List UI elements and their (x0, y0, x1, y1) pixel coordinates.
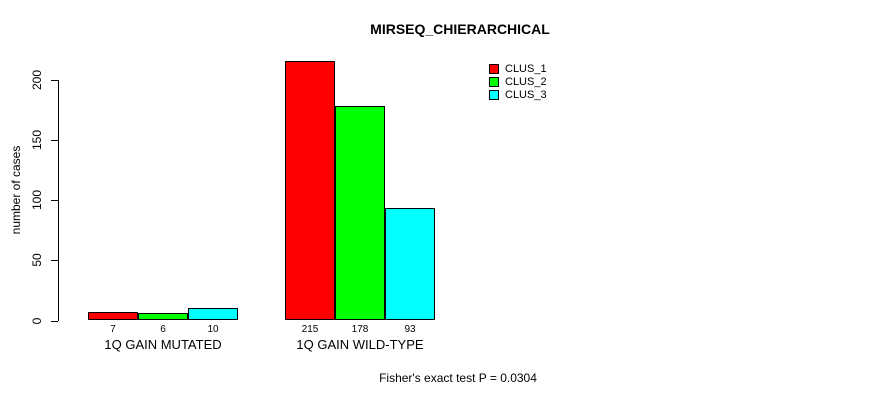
chart-title: MIRSEQ_CHIERARCHICAL (370, 21, 550, 37)
y-tick (51, 320, 58, 322)
y-tick (51, 139, 58, 141)
legend-label: CLUS_3 (505, 89, 547, 101)
legend-swatch (489, 90, 499, 100)
bar (285, 61, 335, 321)
y-tick-label: 200 (30, 69, 44, 90)
y-tick (51, 79, 58, 81)
y-tick (51, 200, 58, 201)
bar-value-label: 93 (404, 324, 416, 335)
bar (138, 313, 188, 321)
bar (88, 312, 138, 321)
bar-value-label: 215 (301, 324, 319, 335)
bar-value-label: 7 (110, 324, 116, 335)
bar (188, 308, 238, 321)
y-axis-line (58, 79, 59, 321)
bar-value-label: 10 (207, 324, 219, 335)
y-tick-label: 50 (30, 253, 44, 267)
legend-swatch (489, 77, 499, 87)
bar-value-label: 178 (351, 324, 369, 335)
category-label: 1Q GAIN MUTATED (104, 337, 222, 352)
y-tick-label: 0 (30, 317, 44, 324)
bar-value-label: 6 (160, 324, 166, 335)
y-tick-label: 150 (30, 129, 44, 150)
category-label: 1Q GAIN WILD-TYPE (296, 337, 424, 352)
bar (335, 106, 385, 321)
y-axis-label: number of cases (9, 145, 23, 235)
stats-annotation: Fisher's exact test P = 0.0304 (379, 371, 537, 385)
y-tick (51, 260, 58, 262)
legend-label: CLUS_1 (505, 63, 547, 75)
bar (385, 208, 435, 321)
y-tick-label: 100 (30, 189, 44, 211)
legend-swatch (489, 64, 499, 74)
legend-label: CLUS_2 (505, 76, 547, 88)
